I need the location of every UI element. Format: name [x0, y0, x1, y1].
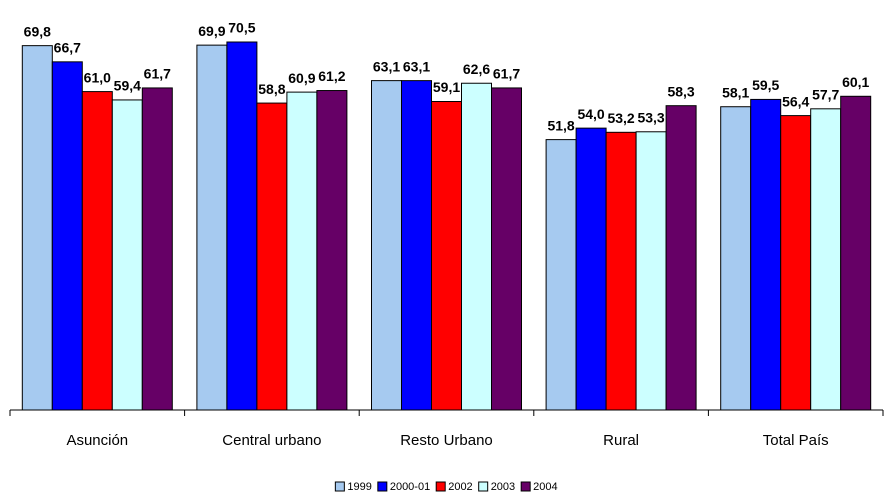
legend-swatch: [377, 481, 388, 492]
x-tick-label: Central urbano: [222, 432, 321, 449]
bar: [545, 139, 577, 411]
legend: 1999 2000-01 2002 2003 2004: [334, 481, 558, 493]
legend-swatch: [334, 481, 345, 492]
legend-swatch: [478, 481, 489, 492]
data-label: 56,4: [782, 93, 809, 109]
data-label: 60,9: [288, 70, 315, 86]
legend-label: 2004: [533, 481, 557, 493]
bar: [461, 82, 492, 411]
legend-swatch: [435, 481, 446, 492]
bar: [81, 91, 113, 411]
bar: [401, 80, 432, 411]
data-label: 58,1: [722, 84, 749, 100]
bar: [491, 87, 522, 411]
data-label: 58,3: [667, 83, 694, 99]
data-label: 69,9: [198, 23, 225, 39]
x-tick-label: Asunción: [66, 432, 128, 449]
bar: [665, 105, 697, 411]
legend-label: 2000-01: [390, 481, 430, 493]
legend-label: 2003: [491, 481, 515, 493]
bar: [780, 115, 812, 411]
legend-label: 2002: [448, 481, 472, 493]
bar: [111, 99, 143, 411]
bar: [226, 41, 258, 411]
bar: [431, 101, 462, 411]
legend-swatch: [520, 481, 531, 492]
bar: [635, 131, 667, 411]
data-label: 58,8: [258, 81, 285, 97]
data-label: 63,1: [373, 58, 400, 74]
bar: [286, 91, 318, 411]
data-label: 54,0: [577, 106, 604, 122]
data-label: 61,2: [318, 68, 345, 84]
data-label: 57,7: [812, 87, 839, 103]
data-label: 61,7: [493, 66, 520, 82]
bar: [51, 61, 83, 411]
bar: [575, 127, 607, 411]
bar: [605, 131, 637, 411]
bar: [371, 80, 402, 411]
bar: [196, 44, 228, 411]
x-tick-label: Resto Urbano: [400, 432, 493, 449]
data-label: 63,1: [403, 58, 430, 74]
data-label: 53,2: [607, 110, 634, 126]
data-label: 61,7: [144, 66, 171, 82]
data-label: 66,7: [54, 40, 81, 56]
bar: [316, 90, 348, 411]
data-label: 59,5: [752, 77, 779, 93]
data-label: 51,8: [547, 117, 574, 133]
bar: [720, 106, 752, 411]
legend-label: 1999: [347, 481, 371, 493]
bar: [21, 45, 53, 411]
bar: [256, 102, 288, 411]
bar: [810, 108, 842, 411]
data-label: 59,4: [114, 78, 141, 94]
data-label: 59,1: [433, 79, 460, 95]
bar: [840, 95, 872, 411]
data-label: 61,0: [84, 69, 111, 85]
bar: [750, 98, 782, 411]
data-label: 53,3: [637, 109, 664, 125]
data-label: 70,5: [228, 20, 255, 36]
data-label: 62,6: [463, 61, 490, 77]
x-tick-label: Rural: [603, 432, 639, 449]
bar: [141, 87, 173, 411]
data-label: 69,8: [24, 23, 51, 39]
x-tick-label: Total País: [763, 432, 829, 449]
data-label: 60,1: [842, 74, 869, 90]
